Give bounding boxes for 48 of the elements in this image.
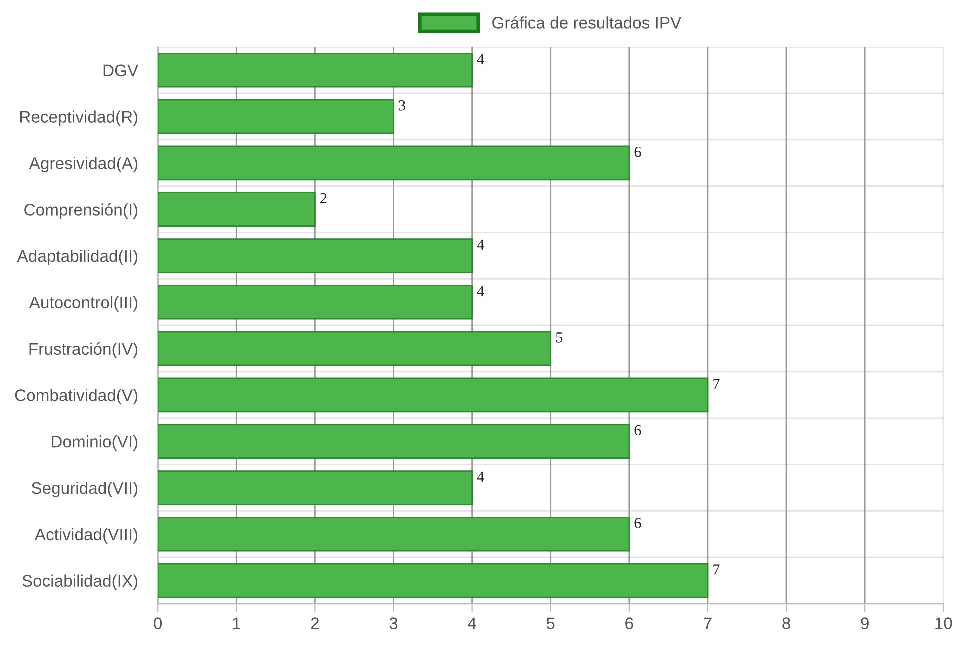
y-tick-label: Actividad(VIII) [34, 528, 138, 544]
data-label: 3 [399, 100, 406, 111]
y-tick-label: Dominio(VI) [52, 436, 138, 452]
bar [158, 470, 473, 506]
y-tick-label: Receptividad(R) [20, 110, 138, 126]
bar [158, 238, 473, 274]
bar [158, 146, 630, 181]
data-label: 5 [556, 332, 563, 343]
legend-label: Gráfica de resultados IPV [492, 16, 682, 29]
y-tick-label: Agresividad(A) [29, 157, 138, 173]
data-label: 4 [477, 54, 484, 64]
bar [158, 284, 473, 320]
data-label: 4 [477, 472, 484, 482]
x-tick-label: 5 [546, 618, 555, 630]
y-tick-label: Seguridad(VII) [32, 482, 138, 498]
x-tick-label: 0 [154, 618, 162, 630]
bar [158, 517, 630, 552]
y-tick-label: Adaptabilidad(II) [17, 250, 138, 266]
y-tick-label: DGV [104, 64, 139, 77]
data-label: 7 [714, 564, 720, 575]
x-tick-label: 6 [626, 618, 634, 630]
x-tick-label: 2 [311, 618, 319, 630]
data-label: 6 [634, 146, 642, 158]
bar [158, 192, 316, 227]
bar [158, 424, 630, 459]
data-label: 2 [320, 193, 327, 204]
x-tick-label: 4 [468, 618, 476, 630]
bar [158, 52, 473, 88]
x-tick-label: 9 [861, 618, 869, 630]
x-tick-label: 8 [782, 618, 790, 630]
bar [158, 378, 709, 413]
x-tick-label: 1 [233, 618, 240, 630]
x-tick-label: 10 [936, 618, 952, 630]
x-tick-label: 7 [704, 618, 712, 630]
y-tick-label: Comprensión(I) [24, 203, 138, 220]
y-tick-label: Frustración(IV) [30, 342, 138, 358]
data-label: 6 [634, 425, 642, 436]
data-label: 4 [477, 240, 484, 250]
bar [158, 563, 709, 598]
data-label: 6 [634, 518, 642, 528]
data-label: 7 [714, 379, 720, 390]
bar [158, 99, 394, 134]
y-tick-label: Autocontrol(III) [29, 296, 138, 312]
y-tick-label: Sociabilidad(IX) [22, 574, 138, 590]
x-tick-label: 3 [390, 618, 398, 630]
y-tick-label: Combatividad(V) [15, 389, 138, 405]
bar [158, 331, 552, 366]
data-label: 4 [477, 286, 484, 296]
